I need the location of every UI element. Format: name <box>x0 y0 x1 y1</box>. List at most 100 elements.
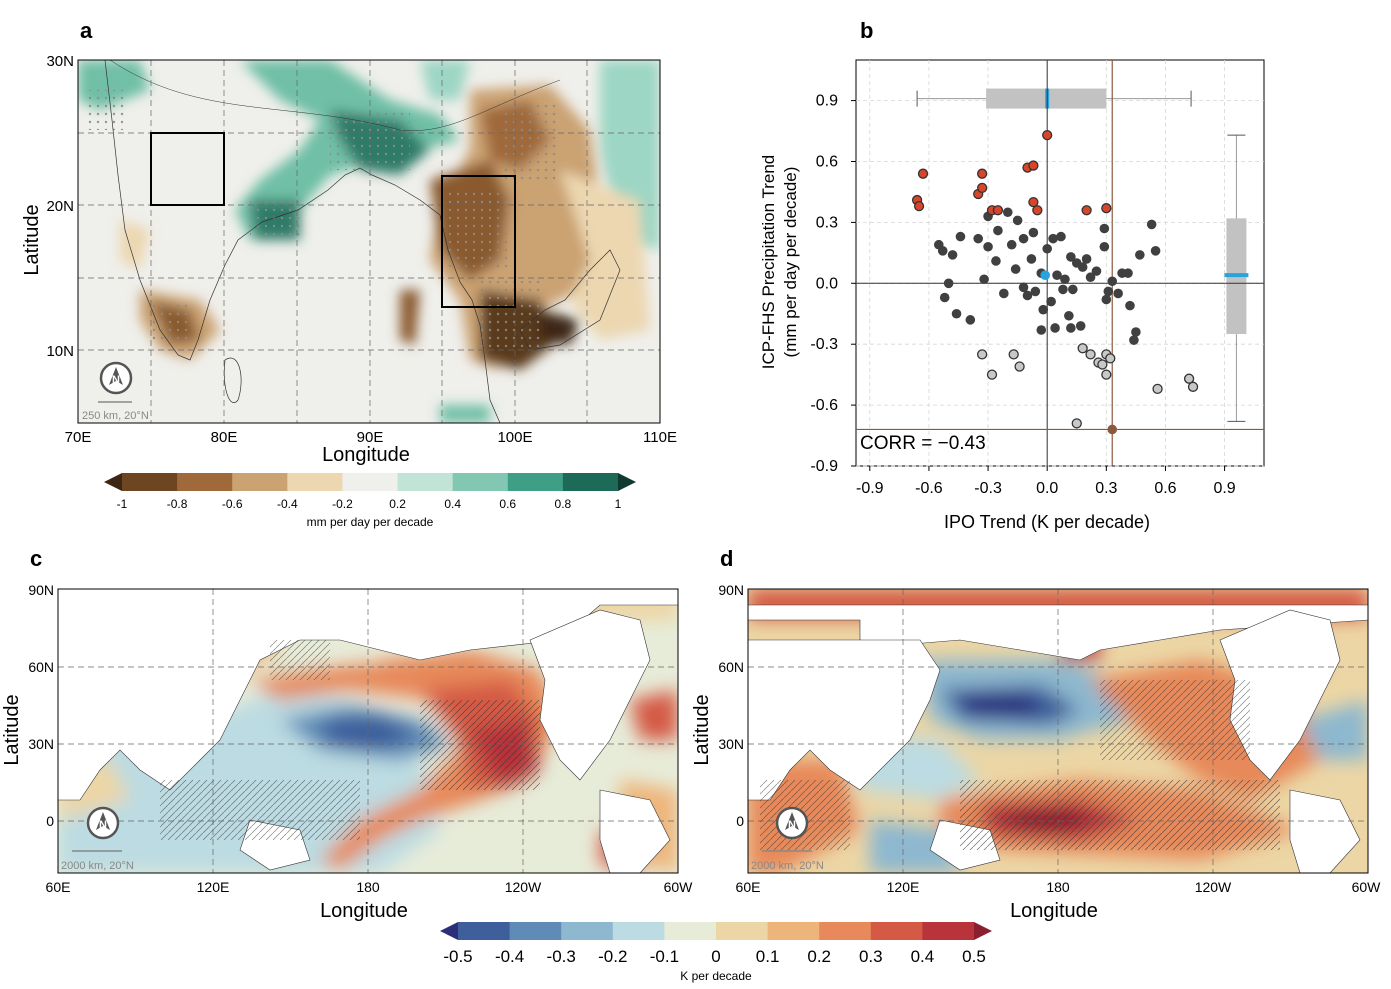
scatter-point-mid <box>1123 268 1133 278</box>
scatter-point-mean <box>1040 270 1051 280</box>
scatter-point-mid <box>1125 300 1135 311</box>
scatter-point-mid <box>1135 250 1145 260</box>
panel-d-xtick: 180 <box>1046 879 1070 895</box>
north-arrow-label: N <box>112 374 120 386</box>
panel-a-ytick: 20N <box>46 198 74 215</box>
panel-b-xtick-label: -0.9 <box>856 480 884 497</box>
scatter-point-low <box>1085 349 1096 360</box>
sst-colorbar-swatch <box>664 922 717 940</box>
scatter-point-high <box>1028 160 1039 171</box>
sst-colorbar-tick-label: -0.2 <box>598 947 627 966</box>
scatter-point-low <box>986 369 998 380</box>
scatter-point-high <box>992 205 1004 216</box>
scatter-point-mid <box>1066 323 1076 333</box>
panel-a-colorbar-tick-label: -0.6 <box>222 497 243 511</box>
panel-a-box-west <box>150 132 225 206</box>
panel-a-colorbar-swatch <box>562 473 619 491</box>
panel-a-colorbar-swatch <box>177 473 233 491</box>
panel-a-colorbar-tick-label: 0.6 <box>499 497 516 511</box>
scatter-point-mid <box>951 308 962 319</box>
panel-c-xtick: 120E <box>197 879 230 895</box>
scatter-point-mid <box>1075 321 1086 331</box>
scatter-point-mid <box>1006 239 1017 250</box>
panel-b-ylabel-line1: ICP-FHS Precipitation Trend <box>759 155 778 369</box>
sst-colorbar-swatch <box>612 922 665 940</box>
panel-b-ytick-label: 0.3 <box>816 214 838 231</box>
sst-colorbar-swatch <box>974 922 992 940</box>
sst-colorbar-swatch <box>922 922 975 940</box>
scatter-point-mid <box>1026 254 1037 264</box>
scatter-point-mid <box>1042 243 1052 254</box>
scatter-point-low <box>1008 349 1019 360</box>
panel-d-xtick: 120E <box>887 879 920 895</box>
north-arrow-label: N <box>99 819 107 831</box>
panel-a-colorbar-swatch <box>452 473 509 491</box>
panel-a-colorbar-unit: mm per day per decade <box>307 515 434 529</box>
north-arrow-label: N <box>788 819 796 831</box>
sst-colorbar-tick-label: -0.4 <box>495 947 524 966</box>
panel-a-colorbar-tick-label: -0.2 <box>332 497 353 511</box>
scatter-point-low <box>976 349 988 360</box>
panel-c-ytick: 30N <box>28 736 54 752</box>
panel-b-ytick-label: 0.0 <box>816 275 838 292</box>
scatter-point-mid <box>947 250 958 260</box>
scatter-point-mid <box>1107 276 1118 287</box>
scatter-point-mid <box>1146 219 1157 230</box>
panel-c-ylabel: Latitude <box>1 694 23 765</box>
scatter-point-mid <box>937 246 948 256</box>
scatter-point-high <box>1081 205 1092 216</box>
panel-a-xtick: 90E <box>357 429 384 446</box>
scatter-point-high <box>1032 205 1043 216</box>
panel-d-map <box>748 589 1368 873</box>
sst-colorbar-tick-label: -0.1 <box>650 947 679 966</box>
sst-colorbar-swatch <box>767 922 820 940</box>
scatter-point-mid <box>1099 223 1110 234</box>
sst-colorbar-tick-label: 0.3 <box>859 947 883 966</box>
panel-c-label: c <box>30 546 42 571</box>
scatter-point-mid <box>1048 233 1058 244</box>
scatter-point-mid <box>1002 207 1013 218</box>
panel-a-colorbar-swatch <box>104 473 122 491</box>
scatter-point-mid <box>1022 290 1033 301</box>
sst-colorbar-unit: K per decade <box>680 969 752 983</box>
sst-colorbar-tick-label: 0.2 <box>807 947 831 966</box>
scatter-point-mid <box>993 225 1003 236</box>
scatter-point-mid <box>1103 286 1114 297</box>
panel-c-scale-label: 2000 km, 20°N <box>61 860 134 872</box>
scatter-point-mid <box>1030 286 1041 297</box>
panel-a-colorbar-tick-label: 0.2 <box>389 497 406 511</box>
scatter-point-obs <box>1107 424 1118 435</box>
scatter-point-low <box>1014 361 1025 372</box>
panel-a-colorbar-swatch <box>342 473 399 491</box>
sst-colorbar-swatch <box>440 922 458 940</box>
panel-a-colorbar-swatch <box>507 473 564 491</box>
panel-a-colorbar-tick-label: -1 <box>117 497 128 511</box>
panel-a-colorbar-swatch <box>287 473 343 491</box>
scatter-point-high <box>976 182 988 194</box>
scatter-point-mid <box>1064 310 1074 321</box>
panel-c-ytick: 0 <box>46 813 54 829</box>
scatter-point-mid <box>1046 296 1056 307</box>
panel-c-xtick: 120W <box>505 879 542 895</box>
panel-c-xtick: 180 <box>356 879 380 895</box>
scatter-point-high <box>976 168 988 179</box>
panel-a-label: a <box>80 18 93 43</box>
scatter-point-mid <box>1131 327 1141 337</box>
panel-b-ytick-label: -0.6 <box>810 397 838 414</box>
panel-c-xlabel: Longitude <box>320 900 408 922</box>
scatter-point-mid <box>1038 304 1049 315</box>
panel-d-xtick: 60W <box>1352 879 1382 895</box>
scatter-point-mid <box>1018 233 1029 244</box>
scatter-point-mid <box>1058 284 1068 295</box>
panel-b-xtick-label: 0.9 <box>1213 480 1235 497</box>
panel-a-colorbar-tick-label: 0.4 <box>444 497 461 511</box>
panel-a-ytick: 30N <box>46 53 74 70</box>
panel-a-colorbar-swatch <box>232 473 288 491</box>
scatter-point-mid <box>1101 294 1112 305</box>
panel-b: b -0.9 -0.6 -0.3 0.0 0.3 0.6 0.90.90.60.30.0-0… <box>759 18 1265 532</box>
panel-d-scale-label: 2000 km, 20°N <box>751 860 824 872</box>
panel-c: c <box>1 546 693 922</box>
scatter-point-mid <box>983 241 993 252</box>
scatter-point-low <box>1187 381 1199 392</box>
scatter-point-mid <box>979 274 989 285</box>
